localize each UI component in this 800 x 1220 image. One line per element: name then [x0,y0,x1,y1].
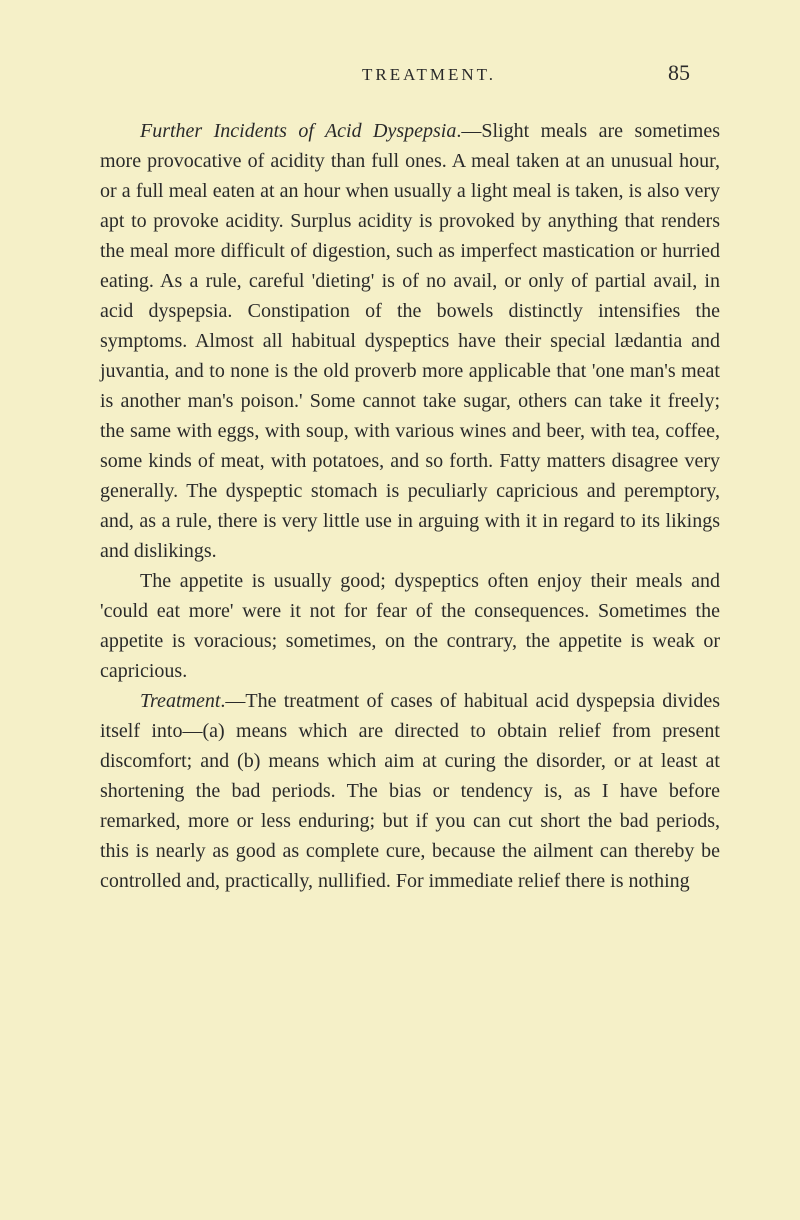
running-title: TREATMENT. [190,65,668,85]
para-3-lead: Treatment [140,690,220,712]
para-3-body: .—The treatment of cases of habitual aci… [100,690,720,892]
page-number: 85 [668,60,690,86]
page-header: TREATMENT. 85 [100,60,720,86]
para-2-body: The appetite is usually good; dyspeptics… [100,570,720,682]
para-1-body: .—Slight meals are sometimes more provoc… [100,120,720,562]
paragraph-2: The appetite is usually good; dyspeptics… [100,566,720,686]
paragraph-3: Treatment.—The treatment of cases of hab… [100,686,720,896]
para-1-lead: Further Incidents of Acid Dyspepsia [140,120,456,142]
page-body: Further Incidents of Acid Dyspepsia.—Sli… [100,116,720,896]
paragraph-1: Further Incidents of Acid Dyspepsia.—Sli… [100,116,720,566]
